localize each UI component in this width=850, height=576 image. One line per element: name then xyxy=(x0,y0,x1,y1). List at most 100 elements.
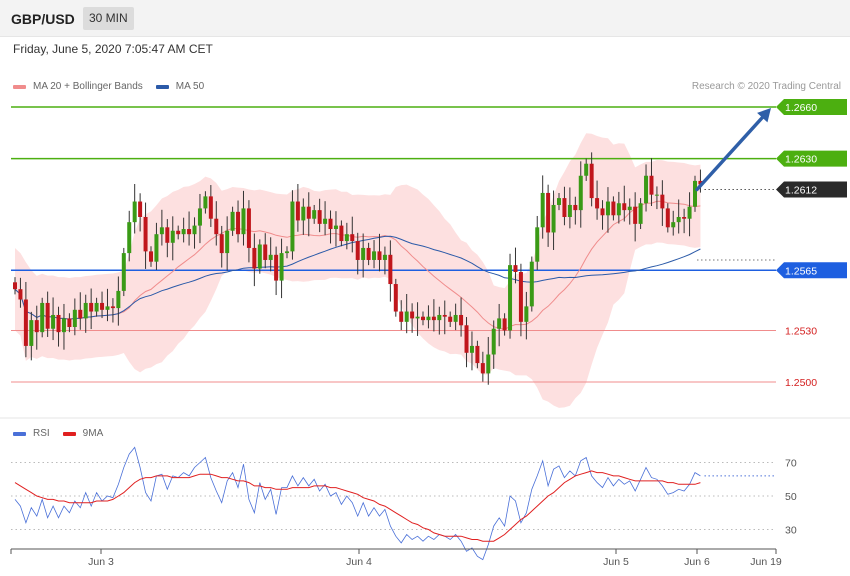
candle-body xyxy=(138,201,143,217)
candle-body xyxy=(67,318,72,327)
candle-body xyxy=(491,328,496,355)
candle-body xyxy=(40,302,45,333)
candle-body xyxy=(285,251,289,254)
forecast-arrow xyxy=(695,108,771,192)
candle-body xyxy=(317,210,322,224)
candle-body xyxy=(230,211,235,231)
candle-body xyxy=(518,272,523,322)
candle-body xyxy=(252,247,257,269)
candle-body xyxy=(110,306,115,309)
level-label-0: 1.2660 xyxy=(785,102,817,114)
candle-body xyxy=(421,316,425,321)
ma50-swatch xyxy=(155,84,169,89)
candle-body xyxy=(94,302,99,312)
candle-body xyxy=(388,254,393,285)
candle-body xyxy=(344,234,349,242)
candle-body xyxy=(638,203,643,224)
candle-body xyxy=(486,354,491,374)
candle-body xyxy=(693,180,697,207)
candle-body xyxy=(687,206,692,219)
timeframe-badge[interactable]: 30 MIN xyxy=(83,7,134,30)
candle-body xyxy=(29,320,34,346)
candle-body xyxy=(263,244,268,260)
candle-body xyxy=(257,244,262,269)
candle-body xyxy=(72,309,77,327)
candle-body xyxy=(361,247,366,260)
candle-body xyxy=(551,204,556,233)
candle-body xyxy=(279,253,284,281)
candle-body xyxy=(616,203,621,216)
candle-body xyxy=(644,175,649,204)
rsi-legend-label: RSI xyxy=(33,428,50,439)
candle-body xyxy=(431,316,436,321)
candle-body xyxy=(219,234,224,254)
candle-body xyxy=(121,253,126,291)
forecast-arrow-head xyxy=(757,108,771,123)
rsi-pane: 70 50 30 xyxy=(11,446,797,561)
level-label-5: 1.2500 xyxy=(785,377,817,389)
candle-body xyxy=(502,318,507,331)
rsi-ma9-line xyxy=(14,470,701,542)
candle-body xyxy=(410,311,415,319)
candle-body xyxy=(241,208,246,235)
ma20-swatch xyxy=(13,84,26,89)
candle-body xyxy=(323,218,328,224)
candle-body xyxy=(562,198,567,217)
candle-body xyxy=(453,314,458,322)
candle-body xyxy=(301,206,306,221)
candle-body xyxy=(513,265,518,272)
candle-body xyxy=(415,316,420,319)
candle-body xyxy=(529,261,534,307)
candle-body xyxy=(497,318,502,329)
x-tick-label-1: Jun 4 xyxy=(346,556,372,568)
candle-body xyxy=(197,208,202,226)
candle-body xyxy=(78,309,83,319)
candle-body xyxy=(654,194,659,196)
timestamp: Friday, June 5, 2020 7:05:47 AM CET xyxy=(13,42,213,56)
candle-body xyxy=(589,163,594,199)
ma50-legend-label: MA 50 xyxy=(175,81,205,92)
x-axis: Jun 3 Jun 4 Jun 5 Jun 6 Jun 19 xyxy=(10,548,782,568)
candle-body xyxy=(328,218,333,230)
candle-body xyxy=(127,222,132,254)
candle-body xyxy=(540,192,545,228)
x-tick-label-4: Jun 19 xyxy=(750,556,782,568)
candle-body xyxy=(404,311,409,322)
candle-body xyxy=(89,302,94,312)
level-tags: 1.2660 1.2630 1.2612 1.2565 1.2530 1.2500 xyxy=(776,99,847,389)
candle-body xyxy=(676,217,681,223)
candle-body xyxy=(203,196,208,209)
candle-body xyxy=(535,227,540,262)
candle-body xyxy=(34,320,39,333)
candle-body xyxy=(584,163,589,176)
candle-body xyxy=(51,314,56,329)
level-label-3: 1.2565 xyxy=(785,265,817,277)
candle-body xyxy=(45,302,50,329)
candle-body xyxy=(306,206,311,219)
rsi-tick-1: 50 xyxy=(785,491,797,503)
candle-body xyxy=(100,302,105,310)
level-tag-0 xyxy=(776,99,847,115)
level-tag-2 xyxy=(776,181,847,198)
candle-body xyxy=(475,345,480,364)
x-tick-label-3: Jun 6 xyxy=(684,556,710,568)
candle-body xyxy=(399,311,404,322)
candle-body xyxy=(192,225,197,235)
ma20-legend-label: MA 20 + Bollinger Bands xyxy=(33,81,143,92)
price-legend: MA 20 + Bollinger Bands MA 50 xyxy=(13,81,204,92)
candle-body xyxy=(274,254,279,281)
candle-body xyxy=(393,284,398,312)
ma9-swatch xyxy=(62,431,76,436)
forecast-arrow-shaft xyxy=(695,115,765,192)
candle-body xyxy=(83,302,88,319)
credit-text: Research © 2020 Trading Central xyxy=(691,81,841,92)
rsi-legend: RSI 9MA xyxy=(13,428,103,439)
candle-body xyxy=(377,251,382,260)
candle-body xyxy=(333,225,338,230)
candle-body xyxy=(187,229,192,235)
candle-body xyxy=(132,201,137,223)
candle-body xyxy=(159,227,164,235)
rsi-line xyxy=(14,446,701,561)
candle-body xyxy=(567,204,572,217)
